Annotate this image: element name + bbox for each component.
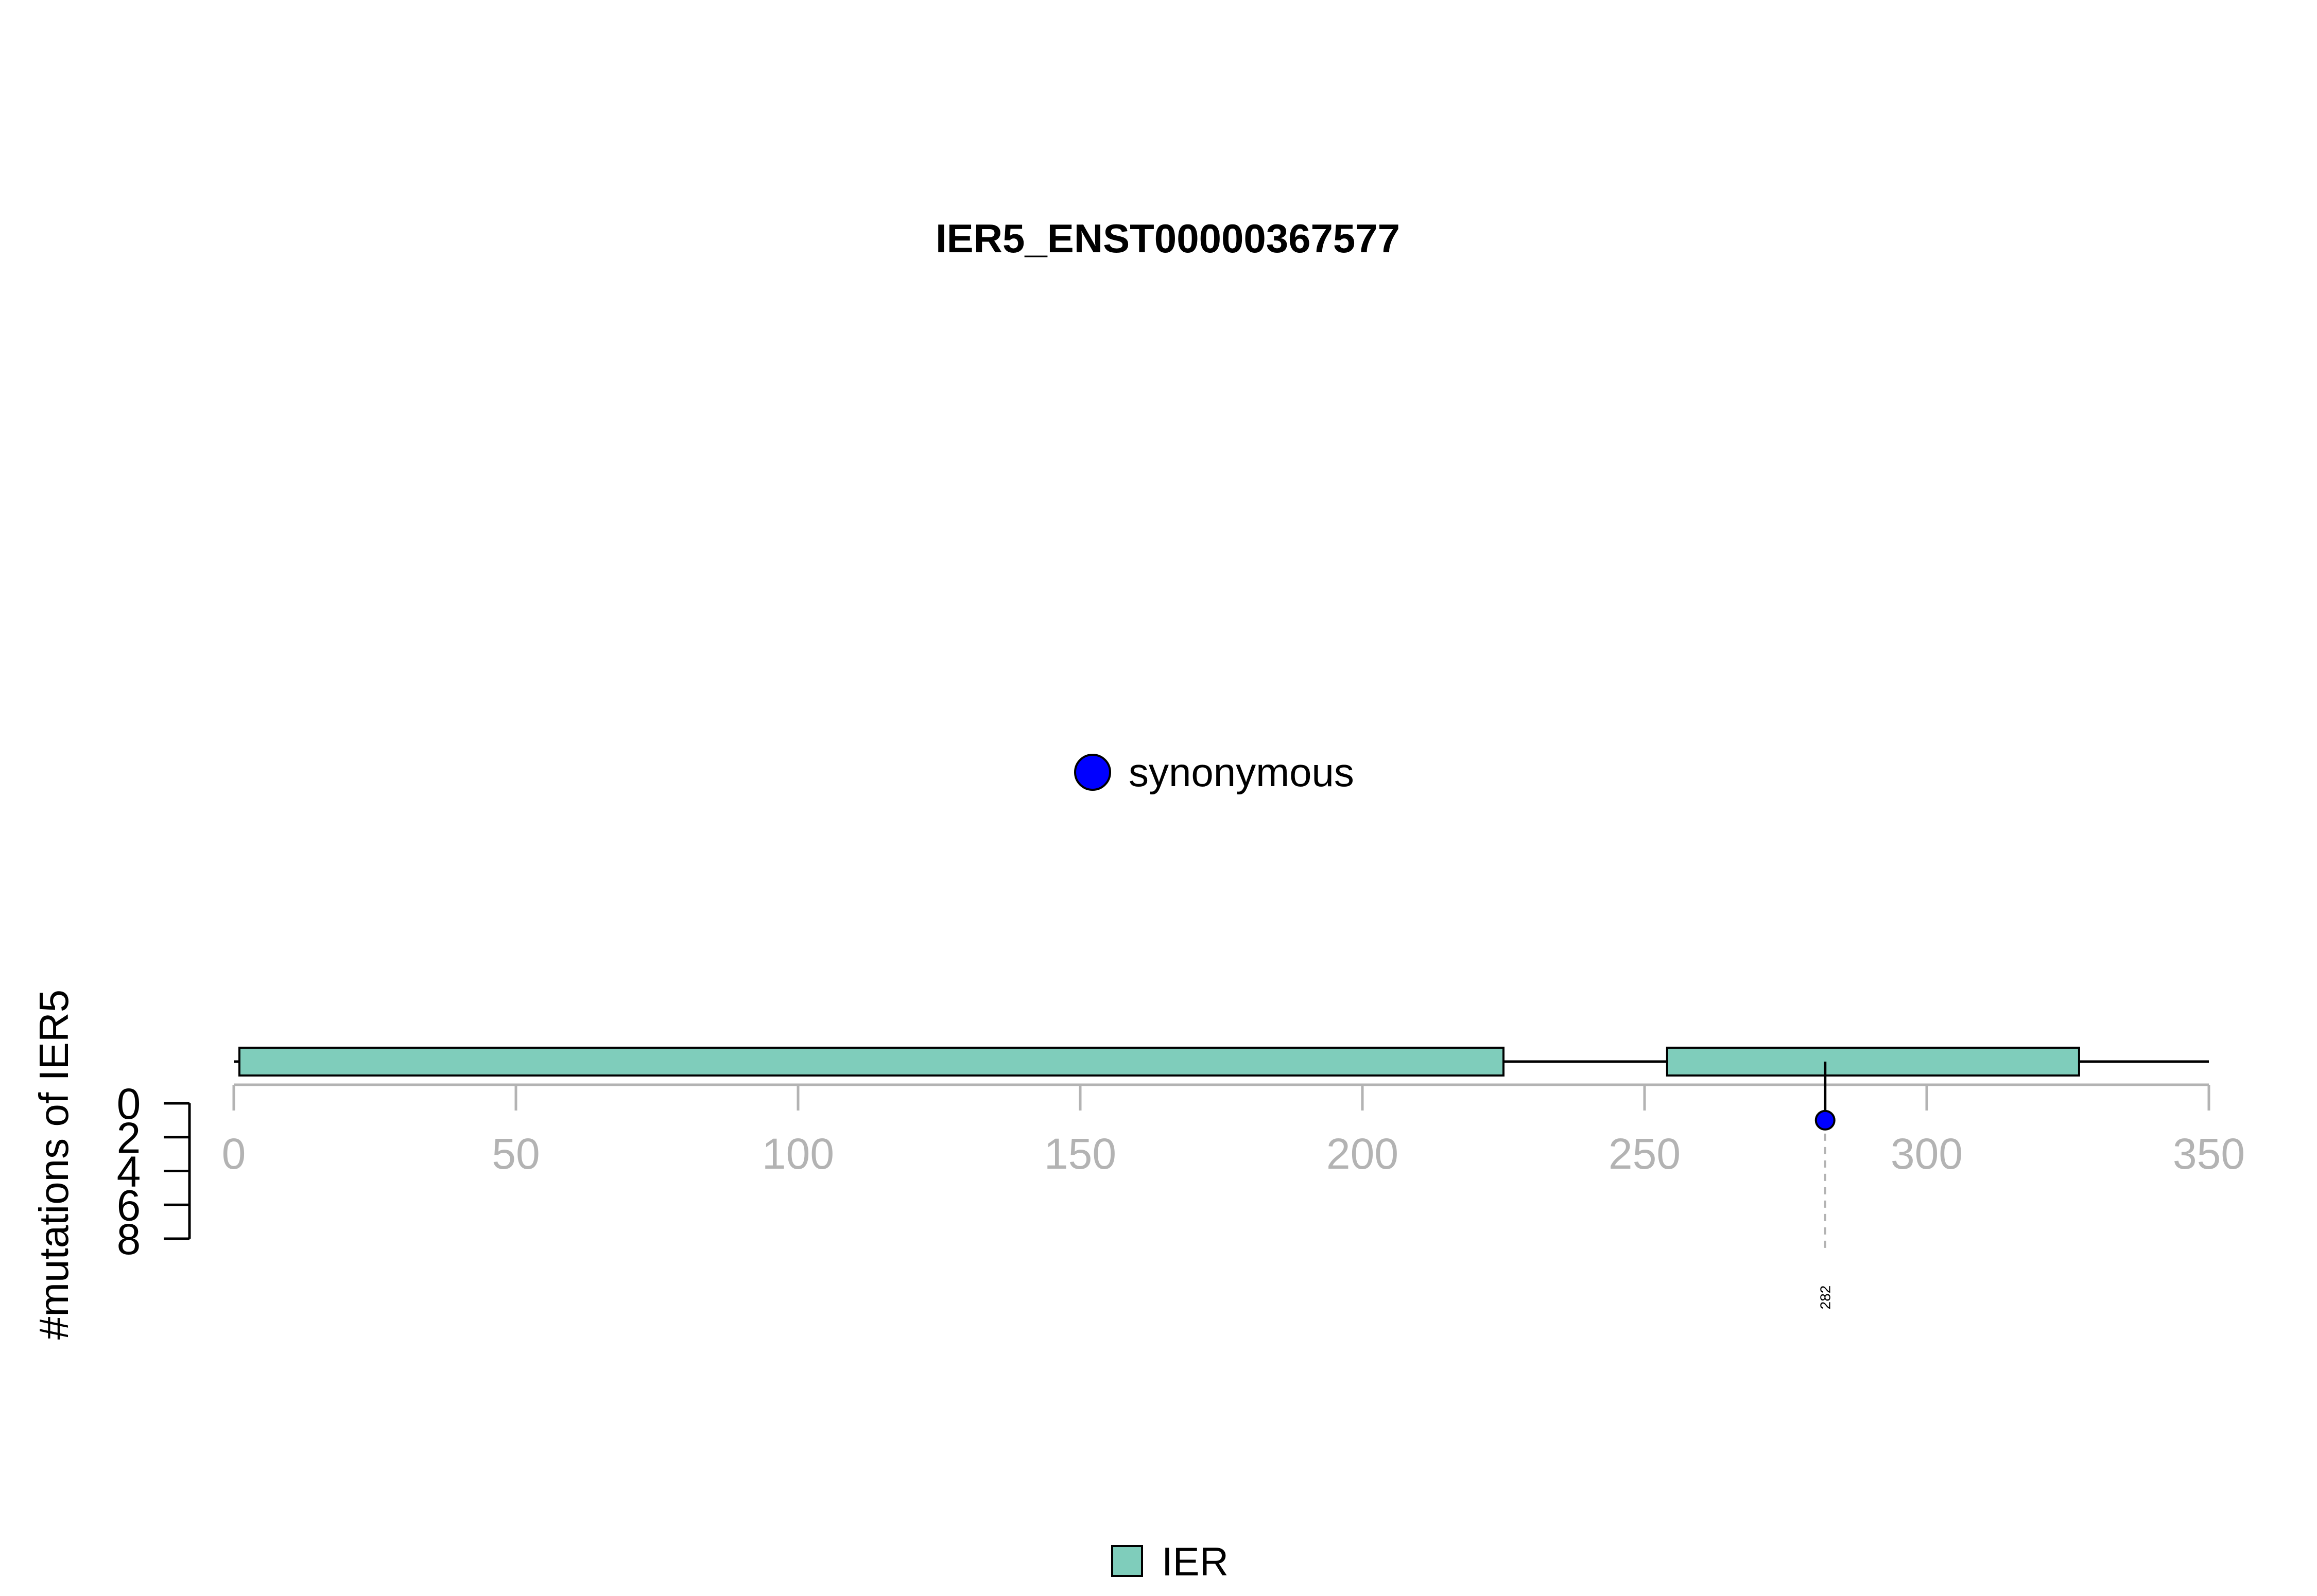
y-tick-label-0: 0	[117, 1080, 141, 1128]
y-tick-label-4: 4	[117, 1148, 141, 1196]
domain-ier-1	[238, 1047, 1505, 1077]
domain-ier-2	[1666, 1047, 2080, 1077]
x-tick-label-300: 300	[1891, 1130, 1963, 1178]
y-tick-label-2: 2	[117, 1114, 141, 1162]
y-axis-label: #mutations of IER5	[31, 990, 77, 1340]
y-tick-label-8: 8	[117, 1215, 141, 1263]
y-tick-label-6: 6	[117, 1181, 141, 1229]
x-tick-label-100: 100	[762, 1130, 834, 1178]
legend-label-synonymous: synonymous	[1129, 750, 1354, 795]
x-tick-label-250: 250	[1609, 1130, 1681, 1178]
mutation-point-282	[1814, 1109, 1836, 1131]
legend-marker-synonymous	[1074, 754, 1111, 791]
mutation-label-282: 282	[1818, 1286, 1834, 1310]
mutation-legend: synonymous	[1074, 750, 1354, 795]
legend-swatch-ier	[1111, 1545, 1143, 1577]
x-tick-label-350: 350	[2173, 1130, 2245, 1178]
x-axis: 0 50 100 150 200 250 300 350	[222, 1083, 2245, 1178]
x-tick-label-150: 150	[1044, 1130, 1116, 1178]
chart-title: IER5_ENST00000367577	[936, 216, 1400, 261]
protein-track	[234, 1047, 2209, 1077]
x-tick-label-0: 0	[222, 1130, 246, 1178]
legend-label-ier: IER	[1162, 1539, 1229, 1584]
mutation-lollipops: 282	[1814, 1062, 1836, 1310]
x-tick-label-200: 200	[1326, 1130, 1398, 1178]
domain-legend: IER	[1111, 1539, 1229, 1584]
x-tick-label-50: 50	[492, 1130, 540, 1178]
